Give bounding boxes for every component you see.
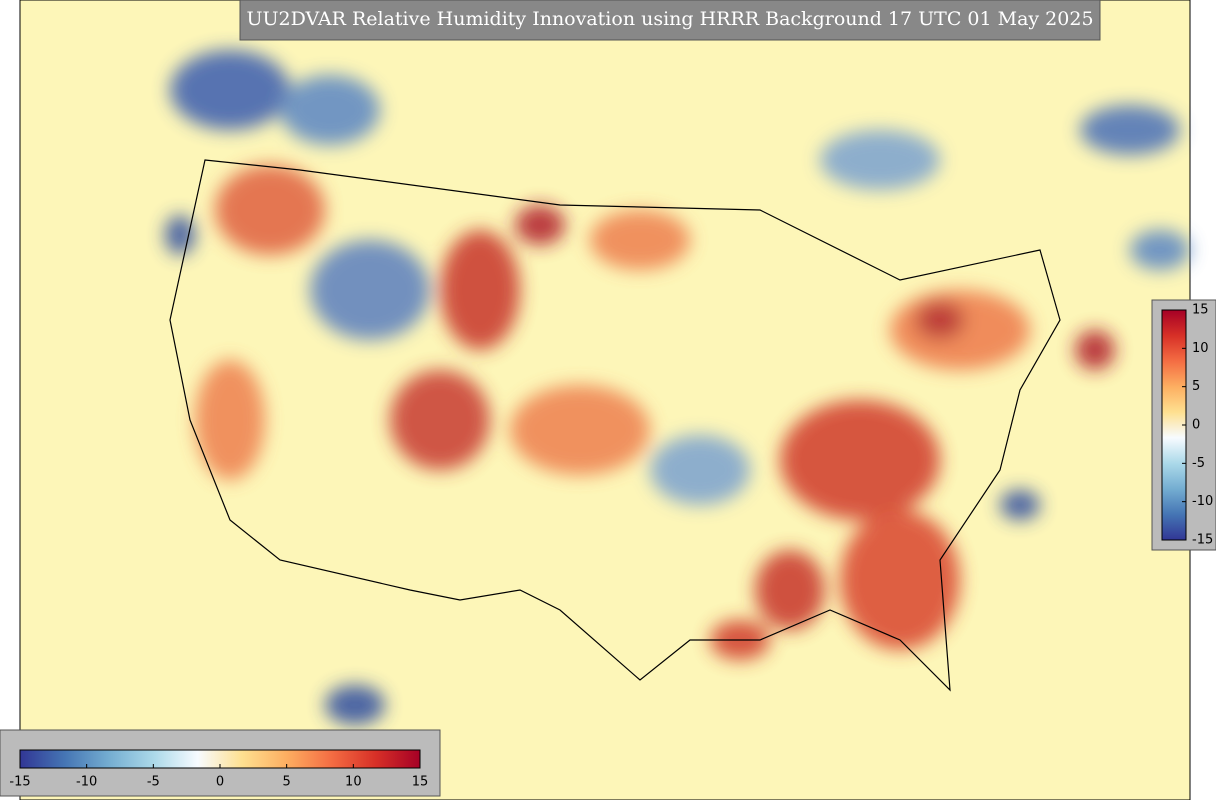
tick-label: -10 <box>76 775 97 790</box>
tick-label: 15 <box>412 775 429 790</box>
colorbar-right: 15 10 5 0 -5 -10 -15 <box>1151 299 1216 551</box>
tick-label: -15 <box>1192 533 1213 548</box>
title-box <box>239 0 1101 41</box>
tick-label: -5 <box>1192 456 1205 471</box>
title: UU2DVAR Relative Humidity Innovation usi… <box>246 8 1093 30</box>
tick-label: 5 <box>1192 379 1200 394</box>
humidity-field <box>165 50 1190 725</box>
tick-label: 0 <box>216 775 224 790</box>
tick-label: 5 <box>283 775 291 790</box>
tick-label: 15 <box>1192 303 1209 318</box>
country-outline <box>169 159 1061 692</box>
tick-label: 0 <box>1192 418 1200 433</box>
tick-label: 10 <box>1192 341 1209 356</box>
tick-label: 10 <box>345 775 362 790</box>
map <box>19 0 1191 800</box>
tick-label: -15 <box>9 775 30 790</box>
tick-label: -10 <box>1192 494 1213 509</box>
tick-label: -5 <box>147 775 160 790</box>
colorbar-bottom: -15 -10 -5 0 5 10 15 <box>0 729 441 797</box>
